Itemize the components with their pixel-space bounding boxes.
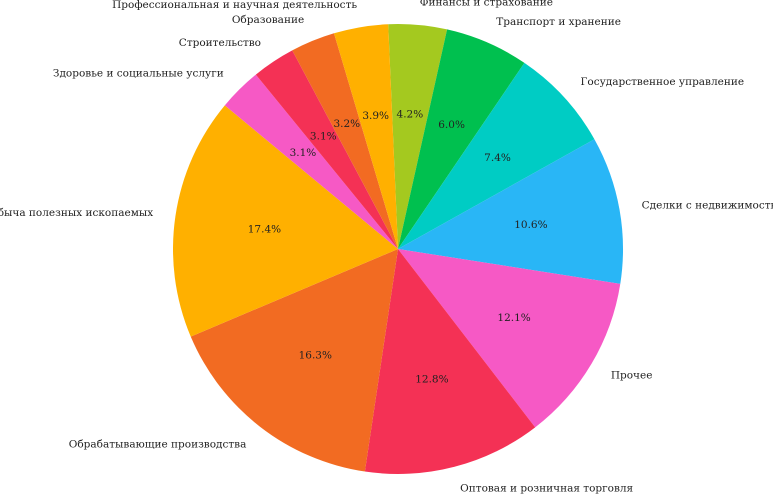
slice-percent: 3.1% [310,131,337,143]
slice-label: Сделки с недвижимостью [642,199,773,211]
slice-percent: 17.4% [248,223,281,235]
slice-percent: 7.4% [484,152,511,164]
slice-label: Оптовая и розничная торговля [460,483,633,495]
pie-slice [190,249,398,472]
slice-label: Обрабатывающие производства [69,439,247,451]
slice-percent: 10.6% [514,219,547,231]
slice-percent: 4.2% [397,109,424,121]
slice-label: Здоровье и социальные услуги [53,67,224,79]
pie-slice [388,24,448,249]
pie-slice [398,62,595,249]
slice-percent: 16.3% [299,350,332,362]
pie-slice [364,249,536,474]
slice-percent: 6.0% [438,119,465,131]
pie-slice [333,24,398,250]
slice-percent: 3.1% [290,147,317,159]
slice-percent: 3.9% [362,110,389,122]
slice-percent: 3.2% [333,118,360,130]
slice-percent: 12.1% [497,312,530,324]
slice-label: Профессиональная и научная деятельность [112,0,357,11]
slice-label: Финансы и страхование [420,0,553,8]
pie-slice [398,249,621,428]
pie-slice [255,50,398,250]
slice-label: Прочее [611,369,653,381]
slice-label: Добыча полезных ископаемых [0,207,153,219]
pie-slice [292,33,398,249]
pie-slice [398,139,623,284]
slice-label: Образование [232,14,304,26]
slice-label: Транспорт и хранение [496,16,621,28]
slice-percent: 12.8% [415,374,448,386]
pie-slice [398,29,525,249]
pie-slice [224,74,398,249]
slice-label: Государственное управление [580,76,744,88]
slice-label: Строительство [179,37,261,49]
pie-slice [173,105,398,337]
